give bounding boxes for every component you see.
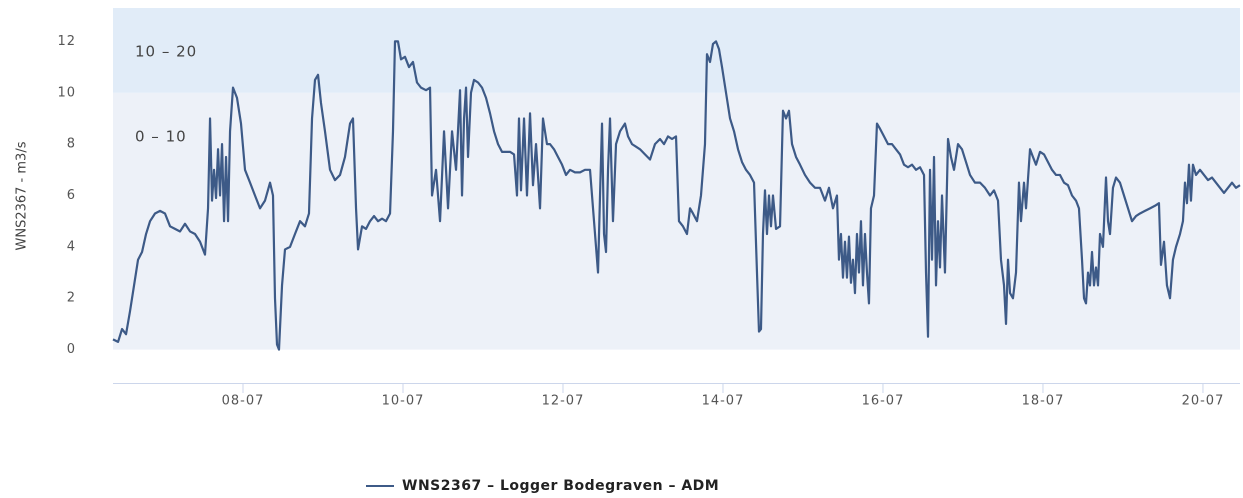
plot-band-label: 0 – 10 bbox=[135, 127, 187, 145]
plot-band bbox=[113, 8, 1240, 93]
x-tick-label: 14-07 bbox=[702, 394, 745, 409]
x-tick-label: 08-07 bbox=[222, 394, 265, 409]
y-tick-label: 4 bbox=[67, 239, 76, 254]
y-tick-label: 10 bbox=[57, 85, 76, 100]
x-tick-label: 12-07 bbox=[542, 394, 585, 409]
y-tick-label: 0 bbox=[67, 342, 76, 357]
plot-band-label: 10 – 20 bbox=[135, 43, 197, 61]
x-tick-label: 20-07 bbox=[1182, 394, 1225, 409]
legend-label: WNS2367 – Logger Bodegraven – ADM bbox=[402, 478, 719, 494]
y-axis-title: WNS2367 - m3/s bbox=[15, 141, 30, 250]
x-tick-label: 18-07 bbox=[1022, 394, 1065, 409]
x-tick-label: 10-07 bbox=[382, 394, 425, 409]
y-tick-label: 6 bbox=[67, 188, 76, 203]
y-tick-label: 12 bbox=[57, 34, 76, 49]
y-tick-label: 8 bbox=[67, 137, 76, 152]
x-tick-label: 16-07 bbox=[862, 394, 905, 409]
data-line bbox=[112, 40, 1241, 351]
plot-band bbox=[113, 92, 1240, 350]
y-tick-label: 2 bbox=[67, 291, 76, 306]
